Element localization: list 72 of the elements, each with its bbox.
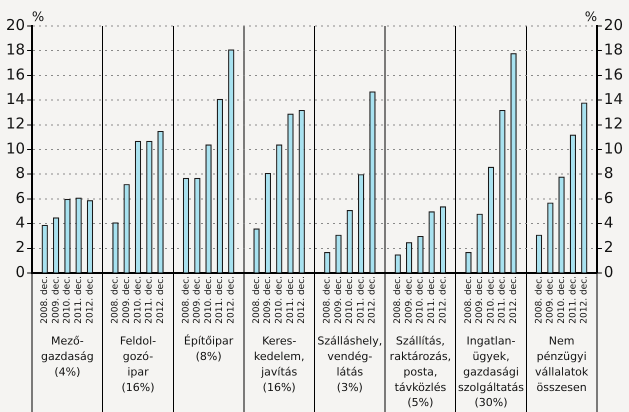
text: 2008. dec.	[534, 276, 544, 324]
text: 2010. dec.	[556, 276, 567, 324]
text: 2011. dec.	[286, 276, 296, 324]
y-tick-label: 2	[16, 238, 26, 256]
text: 2010. dec.	[416, 276, 426, 324]
y2-tick-label: 14	[604, 90, 624, 108]
text: 2009. dec.	[122, 276, 132, 324]
y2-tick-label: 20	[604, 16, 624, 34]
text: 2010. dec.	[486, 276, 496, 324]
text: 2012. dec.	[438, 276, 448, 324]
text: 2008. dec.	[322, 276, 333, 324]
text: 2012. dec.	[226, 276, 237, 324]
text: 2009. dec.	[51, 276, 62, 324]
y-tick-label: 4	[16, 213, 26, 232]
text: 2011. dec.	[427, 276, 438, 324]
x-tick-label: Ingatlan- ügyek, gazdasági szolgáltatás (30%)	[458, 334, 524, 410]
y-tick-label: 16	[6, 65, 26, 84]
y-tick-label: 8	[16, 164, 26, 182]
y-tick-label: 6	[16, 188, 26, 207]
y2-tick-label: 0	[604, 262, 614, 281]
text: 2008. dec.	[252, 276, 262, 324]
text: 2012. dec.	[156, 276, 166, 324]
y2-tick-label: 16	[604, 65, 624, 84]
text: 2010. dec.	[274, 276, 285, 324]
text: 2011. dec.	[356, 276, 366, 324]
text: 2012. dec.	[368, 276, 378, 324]
x-tick-label: Szállítás, raktározás, posta, távközlés (5%)	[390, 334, 452, 410]
x-tick-label: Szálláshely, vendég- látás (3%)	[317, 334, 382, 394]
x-tick-label: Építőipar (8%)	[184, 334, 234, 363]
x-tick-label: Mező- gazdaság (4%)	[41, 334, 94, 378]
text: 2009. dec.	[404, 276, 414, 324]
text: 2009. dec.	[334, 276, 344, 324]
text: 2008. dec.	[110, 276, 121, 324]
y2-tick-label: 8	[604, 164, 614, 182]
text: 2011. dec.	[498, 276, 508, 324]
text: 2008. dec.	[40, 276, 50, 324]
text: 2012. dec.	[508, 276, 519, 324]
text: 2009. dec.	[475, 276, 486, 324]
text: 2009. dec.	[546, 276, 556, 324]
text: 2010. dec.	[345, 276, 356, 324]
text: 2009. dec.	[263, 276, 274, 324]
text: 2011. dec.	[215, 276, 226, 324]
y2-tick-label: 4	[604, 213, 614, 232]
y2-axis-title: %	[584, 10, 598, 25]
y2-tick-label: 2	[604, 238, 614, 256]
text: 2009. dec.	[192, 276, 203, 324]
text: 2010. dec.	[204, 276, 214, 324]
x-tick-label: Keres- kedelem, javítás (16%)	[254, 334, 304, 394]
text: 2011. dec.	[74, 276, 84, 324]
text: 2008. dec.	[181, 276, 192, 324]
y-tick-label: 20	[6, 16, 26, 34]
y-axis-title: %	[32, 10, 44, 25]
text: 2012. dec.	[85, 276, 96, 324]
text: 2012. dec.	[580, 276, 590, 324]
y2-tick-label: 6	[604, 188, 614, 207]
y-tick-label: 10	[6, 139, 26, 158]
text: 2012. dec.	[297, 276, 308, 324]
x-tick-label: Feldol- gozó- ipar (16%)	[120, 334, 156, 394]
text: 2008. dec.	[464, 276, 474, 324]
y-tick-label: 14	[6, 90, 26, 108]
text: 2011. dec.	[144, 276, 155, 324]
text: 2010. dec.	[133, 276, 144, 324]
text: 2010. dec.	[62, 276, 73, 324]
y2-tick-label: 10	[604, 139, 624, 158]
y-tick-label: 12	[6, 114, 26, 133]
y2-tick-label: 18	[604, 40, 624, 59]
x-tick-label: Nem pénzügyi vállalatok összesen	[534, 334, 589, 394]
y-tick-label: 0	[16, 262, 26, 281]
y-tick-label: 18	[6, 40, 26, 59]
text: 2011. dec.	[568, 276, 578, 324]
y2-tick-label: 12	[604, 114, 624, 133]
text: 2008. dec.	[393, 276, 404, 324]
